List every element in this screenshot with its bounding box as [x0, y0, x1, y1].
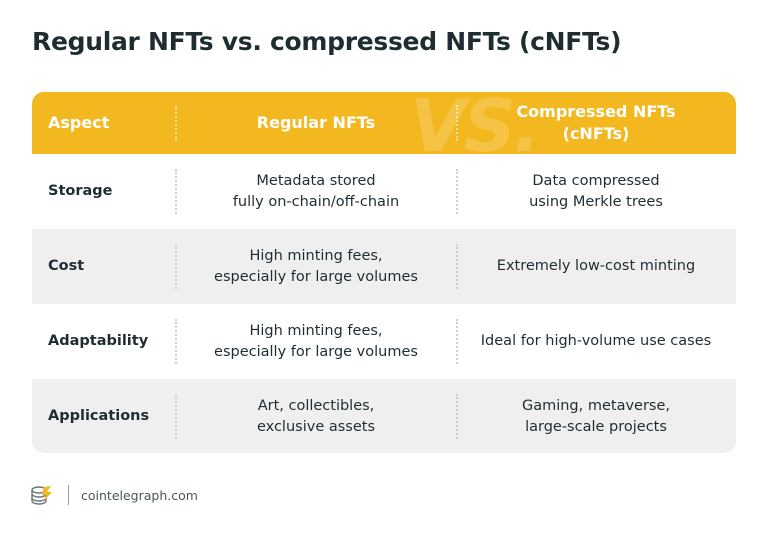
row-regular-line: exclusive assets	[256, 418, 376, 435]
vs-watermark: VS.	[410, 92, 541, 154]
row-regular-line: Metadata stored	[256, 172, 376, 189]
row-compressed-line: Extremely low-cost minting	[496, 258, 696, 274]
row-regular-line: Art, collectibles,	[257, 397, 375, 414]
table-row: Cost High minting fees, especially for l…	[32, 229, 736, 304]
row-divider	[456, 169, 458, 214]
row-compressed-line: using Merkle trees	[529, 193, 663, 210]
comparison-table: VS. Aspect Regular NFTs Compressed NFTs …	[32, 92, 736, 453]
row-divider	[456, 244, 458, 289]
table-header: VS. Aspect Regular NFTs Compressed NFTs …	[32, 92, 736, 154]
row-divider	[456, 394, 458, 439]
row-divider	[175, 244, 177, 289]
row-compressed: Gaming, metaverse, large-scale projects	[456, 379, 736, 453]
row-regular-line: especially for large volumes	[214, 268, 418, 285]
footer: cointelegraph.com	[30, 484, 198, 506]
row-regular: High minting fees, especially for large …	[176, 304, 456, 379]
row-regular: Metadata stored fully on-chain/off-chain	[176, 154, 456, 229]
row-aspect: Applications	[48, 408, 150, 424]
row-compressed: Ideal for high-volume use cases	[456, 304, 736, 379]
row-divider	[175, 394, 177, 439]
row-divider	[175, 169, 177, 214]
row-divider	[456, 319, 458, 364]
header-compressed-line2: (cNFTs)	[562, 124, 630, 143]
row-regular-line: fully on-chain/off-chain	[232, 193, 400, 210]
header-divider	[456, 105, 458, 141]
row-compressed-line: Ideal for high-volume use cases	[480, 333, 712, 349]
table-row: Adaptability High minting fees, especial…	[32, 304, 736, 379]
row-compressed: Data compressed using Merkle trees	[456, 154, 736, 229]
row-aspect: Adaptability	[48, 333, 149, 349]
table-row: Storage Metadata stored fully on-chain/o…	[32, 154, 736, 229]
row-divider	[175, 319, 177, 364]
row-aspect: Storage	[48, 183, 113, 199]
row-compressed-line: Data compressed	[532, 172, 660, 189]
row-compressed-line: large-scale projects	[525, 418, 667, 435]
row-compressed: Extremely low-cost minting	[456, 229, 736, 304]
row-regular-line: especially for large volumes	[214, 343, 418, 360]
footer-separator	[68, 485, 69, 505]
row-regular: High minting fees, especially for large …	[176, 229, 456, 304]
row-compressed-line: Gaming, metaverse,	[521, 397, 671, 414]
header-compressed-line1: Compressed NFTs	[516, 102, 676, 121]
row-aspect: Cost	[48, 258, 85, 274]
page-title: Regular NFTs vs. compressed NFTs (cNFTs)	[32, 27, 622, 56]
header-regular-nfts: Regular NFTs	[256, 113, 376, 132]
header-aspect: Aspect	[48, 113, 110, 132]
header-compressed-nfts: Compressed NFTs (cNFTs)	[456, 92, 736, 154]
row-regular-line: High minting fees,	[249, 247, 383, 264]
header-divider	[175, 105, 177, 141]
row-regular: Art, collectibles, exclusive assets	[176, 379, 456, 453]
table-row: Applications Art, collectibles, exclusiv…	[32, 379, 736, 453]
cointelegraph-coin-icon	[30, 484, 54, 506]
source-link[interactable]: cointelegraph.com	[81, 487, 198, 503]
row-regular-line: High minting fees,	[249, 322, 383, 339]
